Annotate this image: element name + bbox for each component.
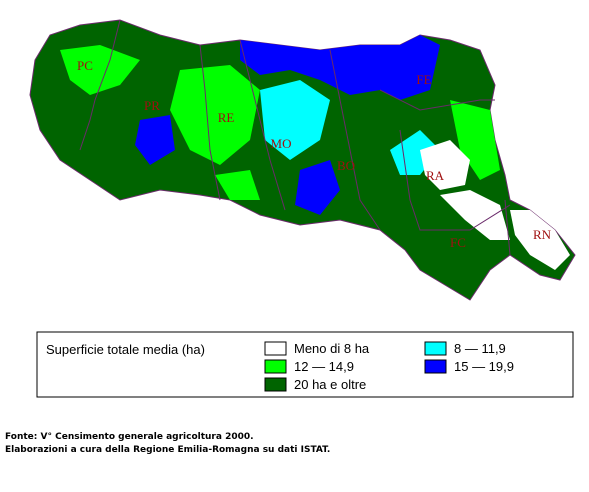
legend-label: 8 — 11,9 bbox=[454, 341, 506, 356]
area-green bbox=[170, 65, 260, 165]
source-line: Fonte: V° Censimento generale agricoltur… bbox=[5, 432, 254, 442]
legend-title: Superficie totale media (ha) bbox=[46, 342, 205, 357]
province-border bbox=[199, 44, 221, 201]
legend: Superficie totale media (ha) Meno di 8 h… bbox=[36, 331, 574, 398]
province-label: BO bbox=[337, 158, 355, 173]
province-label: RN bbox=[533, 227, 552, 242]
area-white bbox=[440, 190, 510, 240]
province-label: PC bbox=[77, 58, 93, 73]
province-border bbox=[379, 89, 495, 111]
map: PC PR RE MO BO FE RA FC RN Superficie to… bbox=[29, 19, 576, 398]
area-white bbox=[510, 210, 570, 270]
legend-swatch bbox=[264, 359, 287, 374]
province-border bbox=[239, 39, 286, 211]
province-border bbox=[504, 199, 511, 256]
province-label: RE bbox=[218, 110, 235, 125]
area-cyan bbox=[260, 80, 330, 160]
legend-swatch bbox=[264, 377, 287, 392]
area-green bbox=[450, 100, 500, 180]
province-label: PR bbox=[144, 98, 160, 113]
province-border bbox=[329, 49, 381, 231]
area-blue bbox=[240, 35, 440, 100]
region-map bbox=[29, 19, 576, 301]
legend-swatch bbox=[424, 359, 447, 374]
source-line: Elaborazioni a cura della Regione Emilia… bbox=[5, 445, 331, 455]
province-label: RA bbox=[426, 168, 445, 183]
legend-swatch bbox=[424, 341, 447, 356]
legend-label: Meno di 8 ha bbox=[294, 341, 370, 356]
legend-swatch bbox=[264, 341, 287, 356]
province-label: MO bbox=[271, 136, 292, 151]
area-blue bbox=[295, 160, 340, 215]
area-green bbox=[215, 170, 260, 200]
province-border bbox=[79, 19, 121, 151]
province-label: FC bbox=[450, 235, 466, 250]
area-white bbox=[420, 140, 470, 190]
legend-label: 15 — 19,9 bbox=[454, 359, 514, 374]
legend-box bbox=[36, 331, 574, 398]
province-border bbox=[399, 129, 511, 231]
legend-label: 12 — 14,9 bbox=[294, 359, 354, 374]
area-green bbox=[60, 45, 140, 95]
legend-label: 20 ha e oltre bbox=[294, 377, 366, 392]
province-label: FE bbox=[416, 72, 431, 87]
area-blue bbox=[135, 115, 175, 165]
